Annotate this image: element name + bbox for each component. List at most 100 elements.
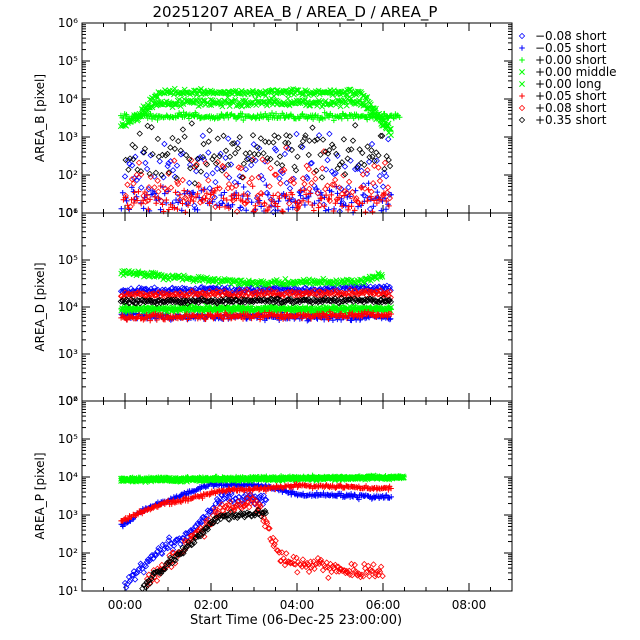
data-point [297, 192, 304, 199]
data-point [256, 200, 262, 206]
data-point [383, 153, 390, 160]
data-point [290, 204, 296, 211]
data-point [180, 109, 187, 116]
data-point [304, 98, 311, 105]
data-point [303, 191, 309, 198]
data-point [267, 155, 274, 163]
data-point [320, 201, 327, 208]
data-point [140, 192, 147, 199]
data-point [368, 140, 376, 148]
data-point [127, 203, 134, 210]
data-point [308, 179, 315, 187]
data-point [149, 104, 156, 111]
data-point [328, 141, 336, 148]
data-point [360, 192, 368, 199]
data-point [277, 180, 284, 187]
data-point [254, 143, 261, 151]
data-point [147, 152, 154, 159]
data-point [302, 132, 309, 139]
data-point [239, 198, 246, 204]
data-point [220, 132, 227, 139]
data-point [295, 198, 303, 206]
data-point [154, 177, 161, 184]
data-point [137, 168, 145, 175]
data-point [218, 192, 225, 198]
data-point [354, 163, 361, 171]
data-point [248, 161, 255, 169]
data-point [121, 173, 129, 180]
data-point [255, 196, 261, 202]
data-point [318, 189, 324, 196]
data-point [239, 174, 246, 181]
data-point [220, 195, 227, 201]
data-point [330, 144, 337, 151]
data-point [285, 206, 292, 212]
data-point [283, 179, 290, 187]
data-point [368, 188, 375, 195]
data-point [302, 97, 309, 103]
data-point [374, 200, 380, 206]
data-point [158, 197, 165, 205]
data-point [384, 184, 392, 191]
data-point [373, 149, 380, 156]
data-point [308, 159, 315, 167]
y-tick-label: 10⁶ [58, 206, 78, 220]
data-point [133, 171, 140, 178]
data-point [176, 196, 184, 203]
data-point [307, 160, 314, 167]
data-point [382, 173, 390, 180]
y-tick-label: 10⁴ [58, 470, 78, 484]
data-point [171, 145, 179, 152]
data-point [325, 206, 332, 213]
data-point [194, 207, 201, 213]
data-point [360, 112, 366, 119]
data-point [344, 115, 351, 122]
data-point [388, 132, 394, 139]
data-point [151, 284, 158, 291]
data-point [184, 200, 191, 207]
data-point [371, 157, 378, 165]
data-point [376, 172, 384, 180]
data-point [288, 176, 296, 183]
data-point [179, 126, 187, 133]
data-point [333, 196, 341, 203]
data-point [128, 196, 135, 203]
data-point [131, 144, 139, 151]
data-point [129, 115, 136, 122]
data-point [359, 149, 366, 157]
y-tick-label: 10¹ [58, 584, 78, 598]
data-point [377, 132, 384, 140]
data-point [347, 193, 353, 200]
data-point [285, 139, 292, 147]
data-point [160, 174, 167, 181]
data-point [171, 157, 178, 164]
data-point [330, 170, 338, 178]
data-point [199, 153, 207, 161]
data-point [209, 193, 216, 201]
data-point [338, 190, 346, 198]
data-point [364, 143, 371, 150]
data-point [206, 285, 214, 292]
data-point [349, 188, 356, 196]
data-point [206, 197, 213, 205]
data-point [310, 169, 318, 176]
data-point [182, 209, 189, 216]
data-point [152, 194, 158, 200]
data-point [252, 202, 259, 209]
data-point [156, 158, 163, 165]
data-point [173, 174, 180, 182]
data-point [276, 175, 283, 182]
data-point [172, 101, 179, 108]
data-point [228, 184, 236, 192]
data-point [226, 205, 232, 212]
data-point [386, 194, 394, 202]
data-point [294, 153, 301, 160]
data-point [128, 162, 136, 169]
data-point [213, 165, 221, 172]
data-point [312, 175, 319, 183]
y-tick-label: 10¹ [58, 206, 78, 220]
data-point [278, 162, 286, 169]
data-point [249, 183, 256, 190]
data-point [186, 161, 194, 169]
